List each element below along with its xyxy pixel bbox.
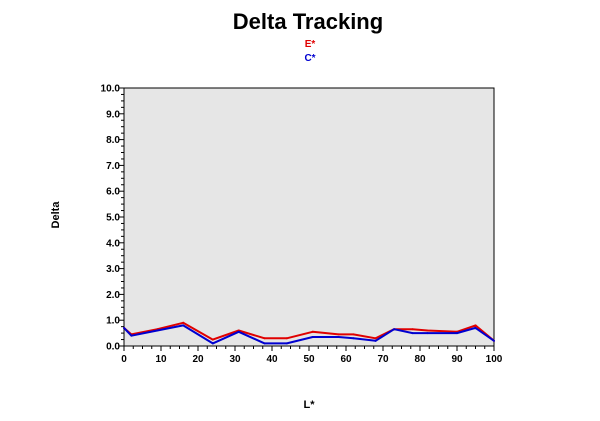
data-point-e — [311, 330, 314, 333]
legend-entry-c: C* — [304, 53, 316, 64]
y-tick-label: 8.0 — [106, 135, 120, 146]
data-point-e — [182, 321, 185, 324]
y-tick-label: 0.0 — [106, 342, 120, 353]
y-tick-label: 10.0 — [101, 84, 121, 95]
chart-title: Delta Tracking — [232, 9, 384, 34]
data-point-c — [211, 342, 214, 345]
x-tick-label: 50 — [303, 354, 315, 365]
x-tick-label: 30 — [229, 354, 241, 365]
data-point-e — [411, 328, 414, 331]
x-tick-label: 20 — [192, 354, 204, 365]
data-point-c — [123, 326, 125, 329]
legend: E* C* — [296, 38, 324, 66]
y-tick-label: 3.0 — [106, 264, 120, 275]
data-point-e — [337, 333, 340, 336]
data-point-e — [211, 338, 214, 341]
data-point-c — [411, 332, 414, 335]
data-point-c — [374, 339, 377, 342]
x-tick-label: 60 — [340, 354, 352, 365]
data-point-e — [374, 337, 377, 340]
data-point-c — [130, 334, 133, 337]
data-point-c — [493, 339, 495, 342]
plot-area — [123, 87, 495, 347]
data-point-c — [352, 337, 355, 340]
y-tick-label: 1.0 — [106, 316, 120, 327]
x-axis-title: L* — [303, 399, 315, 411]
series-lines — [123, 321, 495, 345]
x-tick-label: 70 — [377, 354, 389, 365]
x-tick-label: 0 — [121, 354, 127, 365]
x-tick-label: 10 — [155, 354, 167, 365]
data-point-c — [426, 332, 429, 335]
x-tick-label: 90 — [451, 354, 463, 365]
data-point-c — [263, 342, 266, 345]
data-point-e — [263, 337, 266, 340]
data-point-e — [352, 333, 355, 336]
y-tick-label: 2.0 — [106, 290, 120, 301]
x-tick-label: 40 — [266, 354, 278, 365]
series-line-c — [123, 324, 495, 345]
data-point-c — [311, 335, 314, 338]
y-tick-label: 6.0 — [106, 187, 120, 198]
y-tick-label: 9.0 — [106, 109, 120, 120]
data-point-e — [474, 324, 477, 327]
data-point-c — [237, 330, 240, 333]
data-point-c — [182, 324, 185, 327]
legend-entry-e: E* — [304, 39, 316, 50]
data-point-c — [285, 342, 288, 345]
y-tick-label: 5.0 — [106, 213, 120, 224]
y-tick-label: 7.0 — [106, 161, 120, 172]
x-tick-label: 80 — [414, 354, 426, 365]
data-point-c — [474, 326, 477, 329]
data-point-e — [426, 329, 429, 332]
data-point-e — [285, 337, 288, 340]
axis-ticks: 0.0 1.0 2.0 3.0 4.0 5.0 6.0 7.0 8.0 9.0 10.0 0 10 20 3… — [101, 84, 503, 366]
data-point-c — [456, 332, 458, 335]
data-point-c — [156, 329, 159, 332]
data-point-c — [337, 335, 340, 338]
series-line-e — [123, 321, 495, 342]
x-tick-label: 100 — [486, 354, 503, 365]
data-point-c — [393, 328, 396, 331]
y-tick-label: 4.0 — [106, 238, 120, 249]
